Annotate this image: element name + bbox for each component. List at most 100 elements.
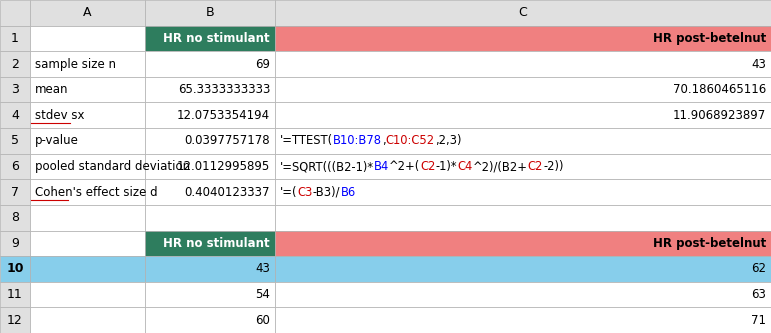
Bar (275, 307, 771, 333)
Text: 65.3333333333: 65.3333333333 (177, 83, 270, 96)
Text: C10:C52: C10:C52 (386, 135, 435, 148)
Bar (0, 51, 30, 77)
Bar (275, 154, 771, 179)
Text: 70.1860465116: 70.1860465116 (673, 83, 766, 96)
Text: HR no stimulant: HR no stimulant (163, 32, 270, 45)
Text: B6: B6 (340, 185, 355, 198)
Text: pooled standard deviation: pooled standard deviation (35, 160, 190, 173)
Bar (145, 230, 275, 256)
Text: HR post-betelnut: HR post-betelnut (653, 237, 766, 250)
Bar (30, 179, 145, 205)
Bar (275, 26, 771, 51)
Bar (30, 51, 145, 77)
Bar (0, 154, 30, 179)
Text: ^2)/(B2+: ^2)/(B2+ (473, 160, 527, 173)
Bar (145, 103, 275, 128)
Text: 10: 10 (6, 262, 24, 275)
Bar (0, 77, 30, 103)
Text: 54: 54 (255, 288, 270, 301)
Bar (30, 307, 145, 333)
Bar (275, 179, 771, 205)
Bar (30, 77, 145, 103)
Bar (30, 256, 145, 282)
Bar (0, 179, 30, 205)
Bar (275, 103, 771, 128)
Bar (275, 205, 771, 230)
Text: 9: 9 (11, 237, 19, 250)
Text: Cohen's effect size d: Cohen's effect size d (35, 185, 157, 198)
Bar (145, 128, 275, 154)
Text: -1)*: -1)* (436, 160, 457, 173)
Bar (0, 0, 30, 26)
Text: C3: C3 (298, 185, 313, 198)
Bar (275, 77, 771, 103)
Bar (275, 128, 771, 154)
Text: 3: 3 (11, 83, 19, 96)
Text: B10:B78: B10:B78 (333, 135, 382, 148)
Bar (145, 51, 275, 77)
Text: 0.4040123337: 0.4040123337 (184, 185, 270, 198)
Text: 12: 12 (7, 314, 23, 327)
Text: 0.0397757178: 0.0397757178 (184, 135, 270, 148)
Text: 43: 43 (751, 58, 766, 71)
Text: B4: B4 (374, 160, 389, 173)
Bar (145, 179, 275, 205)
Bar (30, 154, 145, 179)
Bar (145, 154, 275, 179)
Text: C: C (519, 6, 527, 19)
Bar (145, 307, 275, 333)
Bar (30, 26, 145, 51)
Bar (275, 154, 771, 179)
Bar (275, 0, 771, 26)
Text: '=TTEST(: '=TTEST( (280, 135, 333, 148)
Bar (145, 282, 275, 307)
Text: 7: 7 (11, 185, 19, 198)
Text: C4: C4 (457, 160, 473, 173)
Text: 71: 71 (751, 314, 766, 327)
Text: 12.0753354194: 12.0753354194 (177, 109, 270, 122)
Bar (145, 26, 275, 51)
Text: '=(: '=( (280, 185, 298, 198)
Text: 62: 62 (751, 262, 766, 275)
Text: 6: 6 (11, 160, 19, 173)
Bar (275, 230, 771, 256)
Text: stdev sx: stdev sx (35, 109, 85, 122)
Text: ,2,3): ,2,3) (435, 135, 461, 148)
Text: p-value: p-value (35, 135, 79, 148)
Bar (0, 230, 30, 256)
Text: 8: 8 (11, 211, 19, 224)
Bar (0, 307, 30, 333)
Bar (145, 256, 275, 282)
Text: 11: 11 (7, 288, 23, 301)
Bar (145, 77, 275, 103)
Text: HR post-betelnut: HR post-betelnut (653, 32, 766, 45)
Text: -B3)/: -B3)/ (313, 185, 340, 198)
Bar (275, 51, 771, 77)
Bar (30, 282, 145, 307)
Text: 12.0112995895: 12.0112995895 (177, 160, 270, 173)
Bar (30, 0, 145, 26)
Bar (145, 205, 275, 230)
Text: 1: 1 (11, 32, 19, 45)
Bar (30, 205, 145, 230)
Text: 63: 63 (751, 288, 766, 301)
Bar (275, 282, 771, 307)
Bar (30, 128, 145, 154)
Text: 43: 43 (255, 262, 270, 275)
Text: HR no stimulant: HR no stimulant (163, 237, 270, 250)
Text: 2: 2 (11, 58, 19, 71)
Bar (145, 0, 275, 26)
Text: 5: 5 (11, 135, 19, 148)
Text: sample size n: sample size n (35, 58, 116, 71)
Text: C2: C2 (527, 160, 543, 173)
Bar (275, 256, 771, 282)
Bar (0, 256, 30, 282)
Bar (0, 26, 30, 51)
Bar (0, 205, 30, 230)
Bar (30, 230, 145, 256)
Text: 60: 60 (255, 314, 270, 327)
Text: 69: 69 (255, 58, 270, 71)
Bar (30, 103, 145, 128)
Bar (0, 128, 30, 154)
Text: 11.9068923897: 11.9068923897 (673, 109, 766, 122)
